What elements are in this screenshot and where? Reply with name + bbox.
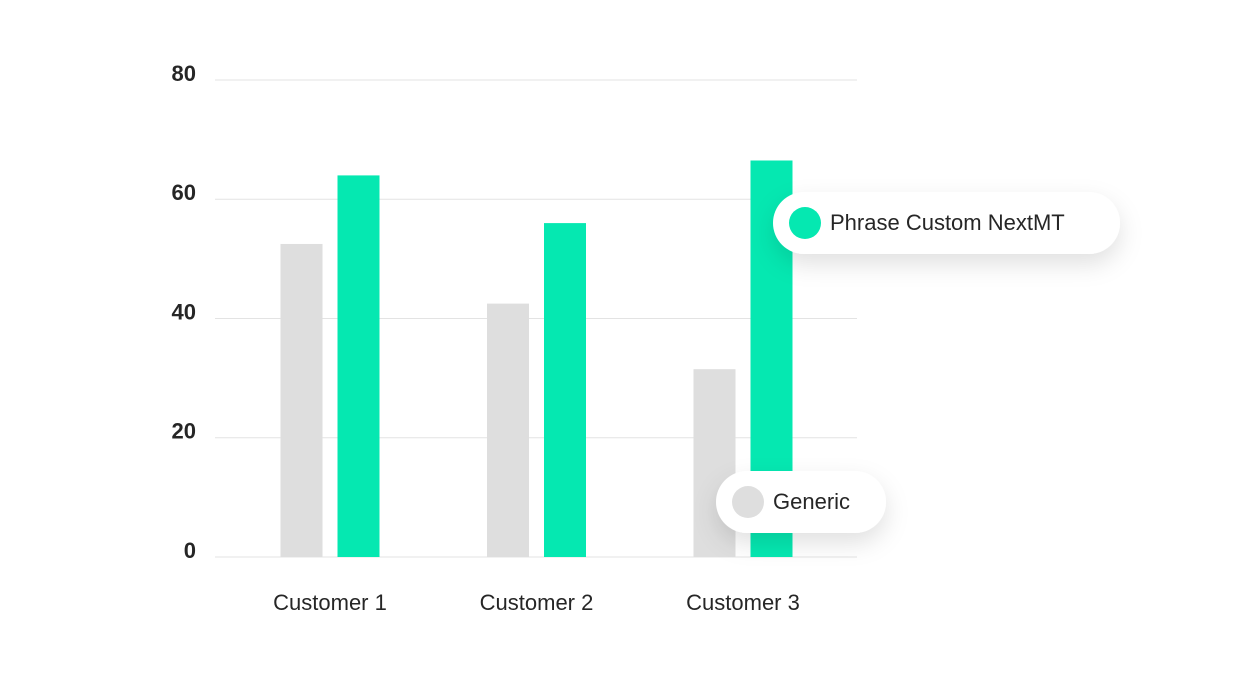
- x-tick-label: Customer 1: [273, 590, 387, 615]
- legend-label: Phrase Custom NextMT: [830, 210, 1065, 235]
- legend-marker: [732, 486, 764, 518]
- bar: [544, 223, 586, 557]
- legend-label: Generic: [773, 489, 850, 514]
- legend-marker: [789, 207, 821, 239]
- bar: [280, 243, 323, 557]
- x-tick-label: Customer 3: [686, 590, 800, 615]
- legend-pill: [773, 192, 1120, 254]
- bar: [487, 303, 529, 557]
- bar: [337, 175, 380, 557]
- y-tick-label: 0: [184, 538, 196, 563]
- legend-item: Generic: [716, 471, 886, 533]
- bar: [693, 369, 736, 557]
- y-tick-label: 80: [172, 61, 196, 86]
- y-tick-label: 40: [172, 299, 196, 324]
- y-tick-label: 60: [172, 180, 196, 205]
- legend-pill: [716, 471, 886, 533]
- x-tick-label: Customer 2: [480, 590, 594, 615]
- y-tick-label: 20: [172, 419, 196, 444]
- legend-item: Phrase Custom NextMT: [773, 192, 1120, 254]
